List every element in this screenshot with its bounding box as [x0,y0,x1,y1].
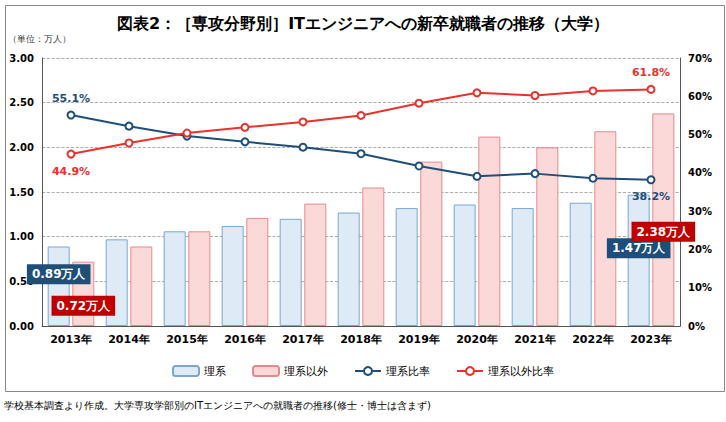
svg-text:2021年: 2021年 [514,333,556,346]
svg-text:1.50: 1.50 [9,187,34,198]
svg-text:0.89万人: 0.89万人 [32,267,87,281]
svg-text:70%: 70% [688,53,712,64]
svg-text:学校基本調査より作成。大学専攻学部別のITエンジニアへの就職: 学校基本調査より作成。大学専攻学部別のITエンジニアへの就職者の推移(修士・博士… [4,400,431,412]
svg-text:理系比率: 理系比率 [386,365,430,378]
svg-text:2017年: 2017年 [282,333,324,346]
svg-text:0.72万人: 0.72万人 [57,299,112,313]
svg-text:（単位：万人）: （単位：万人） [8,34,71,44]
svg-text:50%: 50% [688,129,712,140]
svg-text:理系: 理系 [204,365,226,378]
svg-text:3.00: 3.00 [9,53,34,64]
svg-text:0%: 0% [688,321,705,332]
svg-text:60%: 60% [688,91,712,102]
svg-text:2019年: 2019年 [398,333,440,346]
svg-text:図表2：［専攻分野別］ITエンジニアへの新卒就職者の推移（大: 図表2：［専攻分野別］ITエンジニアへの新卒就職者の推移（大学） [117,14,609,33]
svg-text:2.50: 2.50 [9,97,34,108]
svg-text:38.2%: 38.2% [632,190,670,203]
svg-text:2.00: 2.00 [9,142,34,153]
svg-text:2020年: 2020年 [456,333,498,346]
svg-text:55.1%: 55.1% [52,92,90,105]
svg-text:理系以外比率: 理系以外比率 [488,365,554,378]
svg-text:1.00: 1.00 [9,231,34,242]
svg-text:40%: 40% [688,167,712,178]
svg-text:10%: 10% [688,282,712,293]
svg-text:2013年: 2013年 [50,333,92,346]
svg-text:理系以外: 理系以外 [284,365,328,378]
svg-text:2018年: 2018年 [340,333,382,346]
svg-text:0.00: 0.00 [9,321,34,332]
svg-text:2022年: 2022年 [572,333,614,346]
svg-text:2015年: 2015年 [166,333,208,346]
svg-text:30%: 30% [688,206,712,217]
svg-text:2.38万人: 2.38万人 [637,225,692,239]
svg-text:2016年: 2016年 [224,333,266,346]
svg-text:2023年: 2023年 [630,333,672,346]
svg-text:44.9%: 44.9% [52,165,90,178]
svg-text:1.47万人: 1.47万人 [612,241,667,255]
svg-text:61.8%: 61.8% [632,66,670,79]
svg-text:20%: 20% [688,244,712,255]
svg-text:0.50: 0.50 [9,275,34,287]
svg-text:2014年: 2014年 [108,333,150,346]
